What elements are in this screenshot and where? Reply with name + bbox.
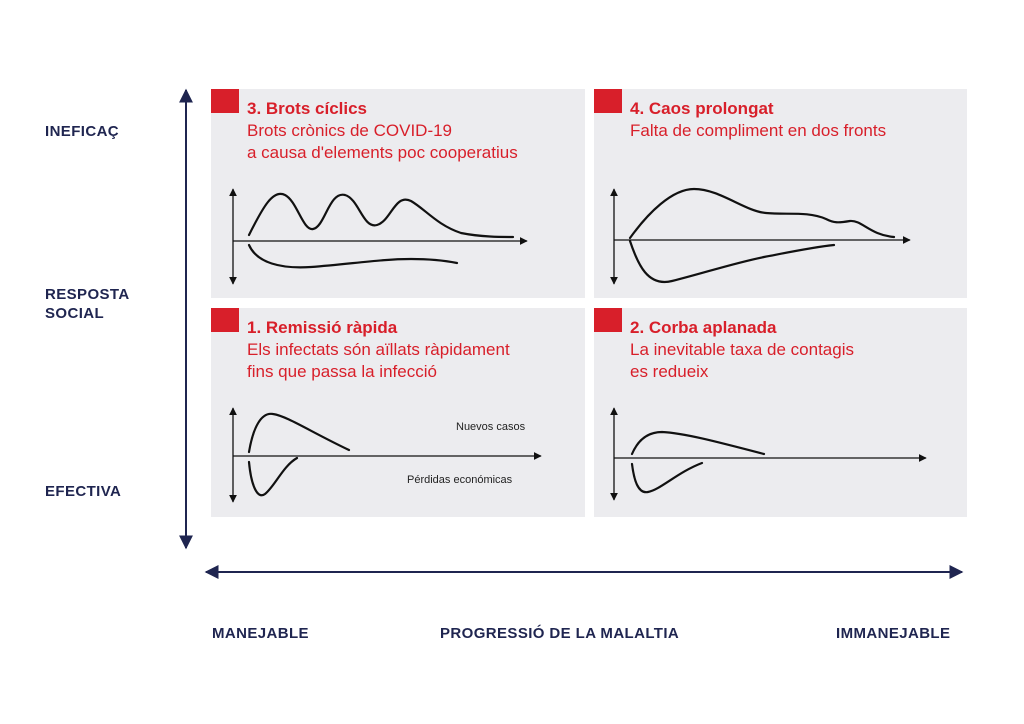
- quadrant-description-line1: Brots crònics de COVID-19: [247, 121, 453, 140]
- y-axis-bottom-label: EFECTIVA: [45, 483, 122, 500]
- y-axis-top-label: INEFICAÇ: [45, 123, 120, 140]
- new-cases-curve: [247, 412, 351, 454]
- x-axis-left-label: MANEJABLE: [212, 625, 309, 642]
- new-cases-curve: [628, 187, 896, 240]
- quadrant-marker: [594, 89, 622, 113]
- quadrant-description: Falta de compliment en dos fronts: [630, 120, 886, 142]
- new-cases-label: Nuevos casos: [456, 421, 526, 433]
- flattened-curve-chart: [610, 407, 927, 501]
- quadrant-title: 1. Remissió ràpida: [247, 318, 398, 337]
- y-axis-middle-label: RESPOSTA SOCIAL: [45, 285, 130, 323]
- quadrant-description: Brots crònics de COVID-19 a causa d'elem…: [247, 120, 518, 164]
- new-cases-curve: [247, 192, 515, 239]
- economic-losses-curve: [247, 243, 459, 269]
- economic-losses-curve: [628, 239, 836, 284]
- quadrant-description-line1: Els infectats són aïllats ràpidament: [247, 340, 510, 359]
- prolonged-chaos-chart: [610, 187, 911, 285]
- economic-losses-curve: [630, 461, 704, 494]
- y-axis-middle-label-line1: RESPOSTA: [45, 286, 130, 303]
- quadrant-description-line2: fins que passa la infecció: [247, 362, 437, 381]
- quadrant-description-line1: La inevitable taxa de contagis: [630, 340, 854, 359]
- x-axis-center-label: PROGRESSIÓ DE LA MALALTIA: [440, 625, 680, 642]
- quadrant-marker: [211, 308, 239, 332]
- quadrant-brots-ciclics: 3. Brots cíclics Brots crònics de COVID-…: [211, 89, 585, 298]
- quadrant-description: La inevitable taxa de contagis es reduei…: [630, 339, 854, 383]
- quadrant-remissio-rapida: 1. Remissió ràpida Els infectats són aïl…: [211, 308, 585, 517]
- y-axis-middle-label-line2: SOCIAL: [45, 305, 105, 322]
- economic-losses-label: Pérdidas económicas: [407, 474, 513, 486]
- cyclic-outbreaks-chart: [229, 188, 528, 285]
- rapid-remission-chart: [229, 407, 542, 503]
- quadrant-marker: [211, 89, 239, 113]
- quadrant-description-line2: es redueix: [630, 362, 709, 381]
- economic-losses-curve: [247, 456, 299, 497]
- quadrant-description-line1: Falta de compliment en dos fronts: [630, 121, 887, 140]
- quadrant-title: 3. Brots cíclics: [247, 99, 368, 118]
- quadrant-marker: [594, 308, 622, 332]
- quadrant-description: Els infectats són aïllats ràpidament fin…: [247, 339, 510, 383]
- quadrant-caos-prolongat: 4. Caos prolongat Falta de compliment en…: [594, 89, 967, 298]
- quadrant-title: 2. Corba aplanada: [630, 318, 777, 337]
- quadrant-corba-aplanada: 2. Corba aplanada La inevitable taxa de …: [594, 308, 967, 517]
- quadrant-title: 4. Caos prolongat: [630, 99, 774, 118]
- x-axis-right-label: IMMANEJABLE: [836, 625, 951, 642]
- quadrant-description-line2: a causa d'elements poc cooperatius: [247, 143, 518, 162]
- new-cases-curve: [630, 430, 766, 456]
